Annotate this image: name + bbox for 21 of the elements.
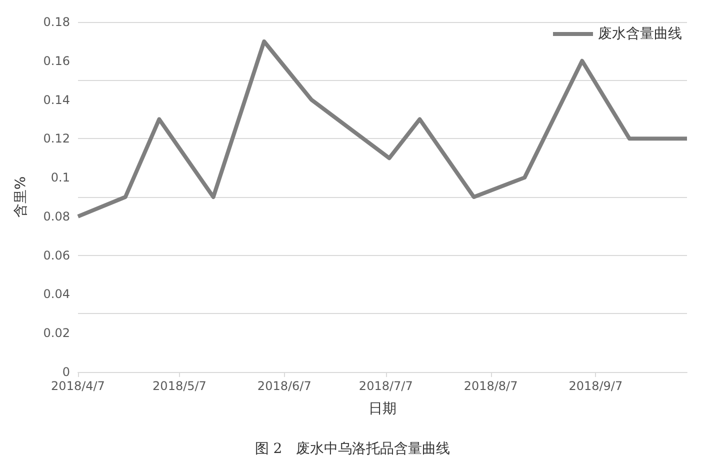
- x-tick-label: 2018/5/7: [152, 379, 206, 393]
- y-axis-title: 含里%: [13, 176, 29, 218]
- y-tick-label: 0: [62, 365, 70, 379]
- y-tick-label: 0.14: [43, 92, 70, 107]
- x-tick-label: 2018/4/7: [51, 379, 105, 393]
- x-tick-label: 2018/7/7: [358, 379, 413, 393]
- y-tick-label: 0.18: [43, 15, 70, 29]
- x-tick-label: 2018/6/7: [257, 379, 312, 393]
- y-tick-label: 0.08: [43, 209, 70, 224]
- y-tick-label: 0.1: [50, 170, 70, 185]
- text: 图 2 废水中乌洛托品含量曲线: [254, 441, 450, 457]
- x-tick-label: 2018/8/7: [464, 379, 518, 393]
- y-tick-label: 0.02: [43, 326, 70, 340]
- line-series: [76, 39, 689, 218]
- x-tick-label: 2018/9/7: [568, 379, 623, 393]
- legend-label: 废水含量曲线: [598, 26, 682, 42]
- y-tick-label: 0.04: [43, 287, 70, 302]
- y-tick-label: 0.06: [43, 248, 70, 262]
- x-axis-title: 日期: [368, 401, 396, 417]
- y-tick-label: 0.12: [43, 132, 70, 146]
- y-tick-label: 0.16: [43, 54, 70, 68]
